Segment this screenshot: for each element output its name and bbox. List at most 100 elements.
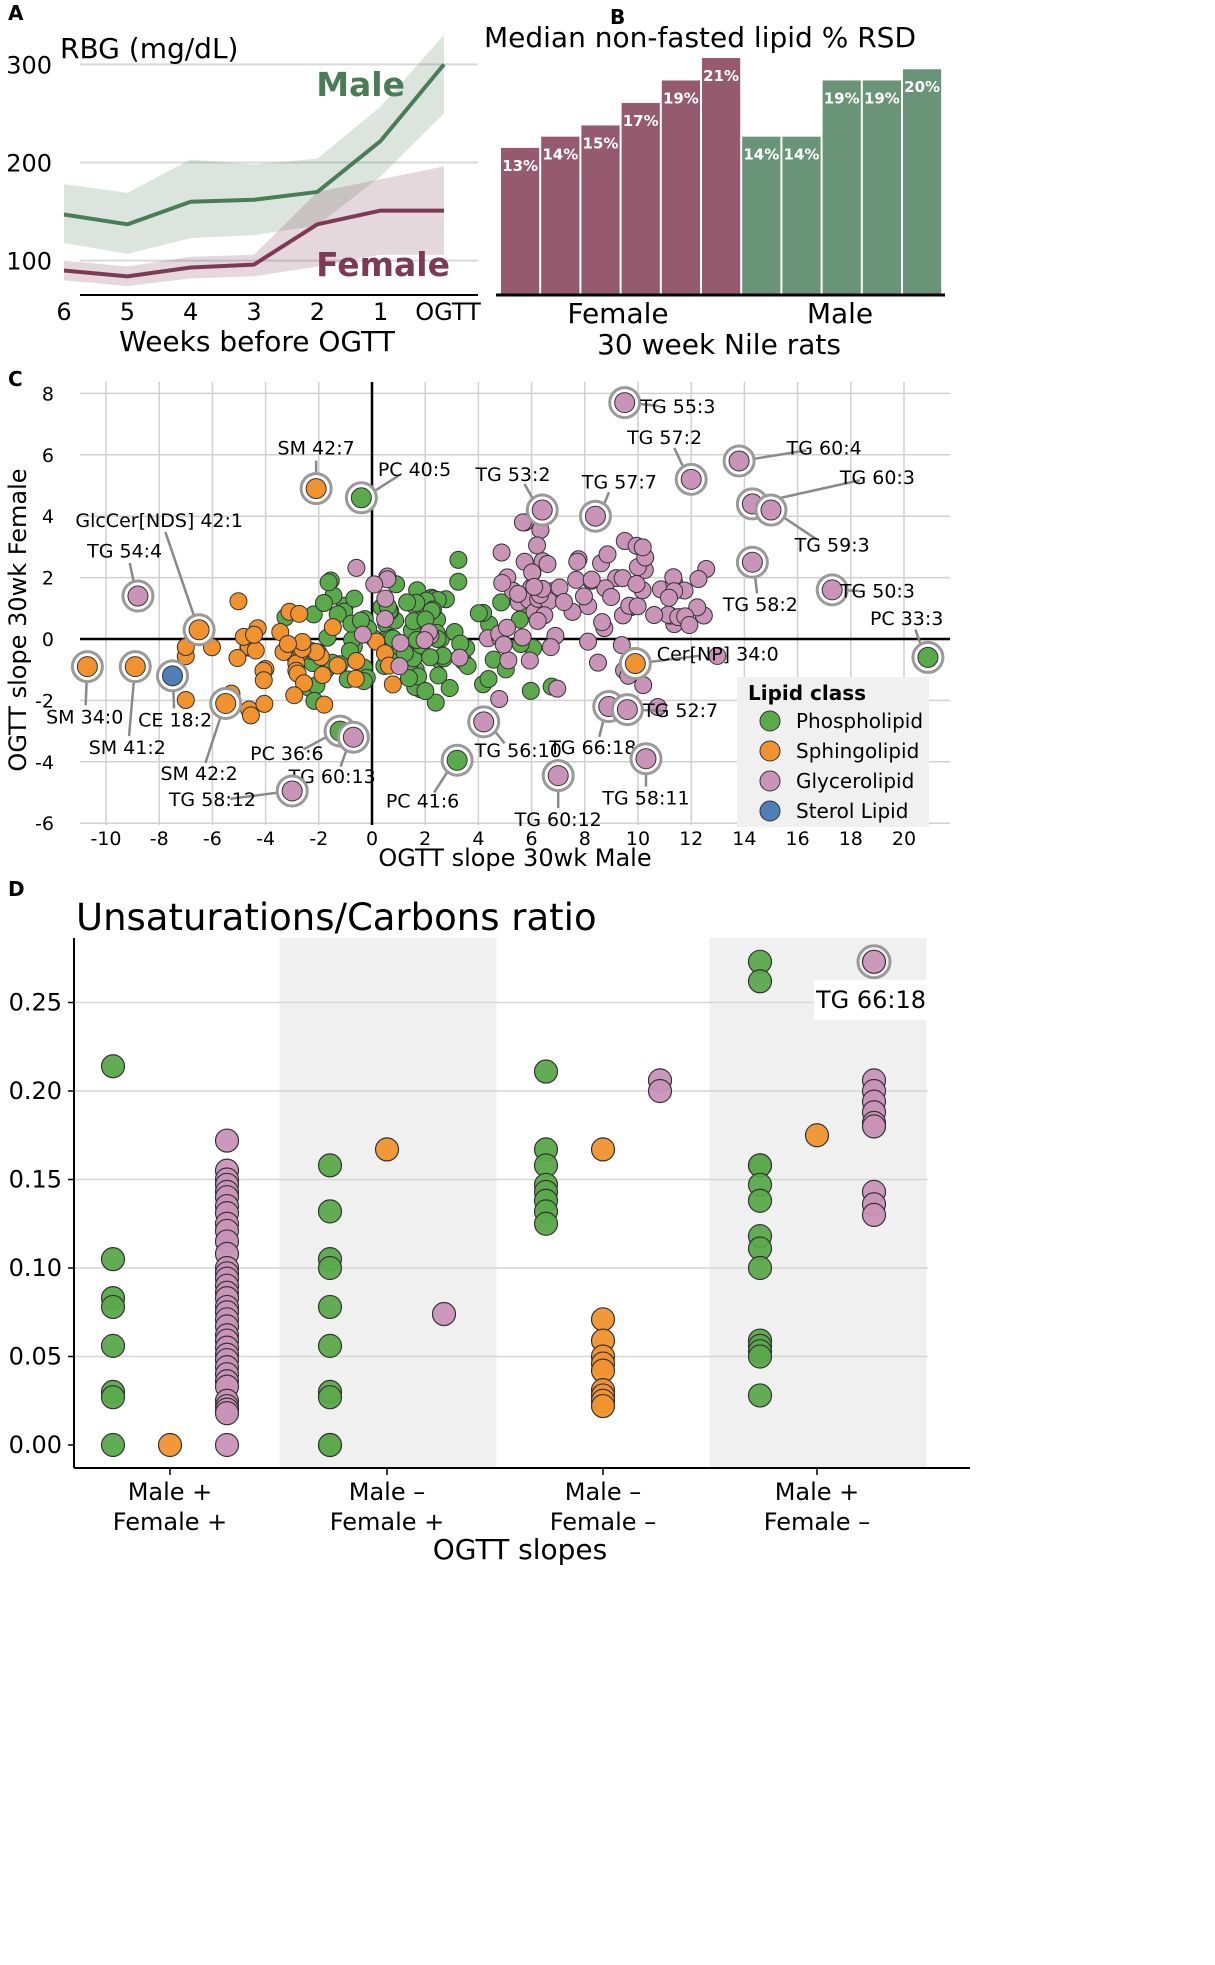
panel-c-x-tick--8: -8	[150, 828, 169, 850]
panel-c-point-label-7: PC 33:3	[870, 608, 943, 630]
panel-d-point-phospholipid-g2-0	[533, 1059, 559, 1084]
panel-c-point-label-9: TG 57:7	[581, 471, 657, 493]
panel-d-y-tick-1: 0.05	[9, 1343, 62, 1371]
panel-d-point-sphingolipid-g0-0	[157, 1432, 183, 1458]
panel-a-y-tick-100: 100	[6, 248, 52, 276]
panel-c-point-phospholipid	[399, 669, 418, 688]
panel-c-point-glycerolipid	[554, 593, 573, 612]
panel-c-point-glycerolipid	[568, 552, 587, 571]
panel-label-c: C	[8, 367, 23, 391]
panel-c-point-glycerolipid	[415, 631, 434, 650]
panel-c-point-label-20: TG 58:12	[168, 789, 256, 811]
panel-c-point-sphingolipid	[285, 686, 304, 705]
panel-c-labeled-point-4	[760, 499, 782, 521]
panel-c-point-glycerolipid	[598, 545, 617, 564]
panel-c-point-sphingolipid	[246, 641, 265, 660]
panel-label-a: A	[8, 1, 24, 25]
panel-c-point-glycerolipid	[528, 611, 547, 630]
panel-c-leader-line-18	[302, 735, 327, 751]
panel-c-point-phospholipid	[492, 593, 511, 612]
panel-d-point-phospholipid-g1-9	[317, 1432, 343, 1458]
panel-c-point-glycerolipid	[509, 584, 528, 603]
panel-c-point-phospholipid	[469, 604, 488, 623]
panel-c-point-sphingolipid	[347, 651, 366, 670]
panel-c-point-label-8: TG 53:2	[474, 464, 550, 486]
panel-d-point-sphingolipid-g2-1	[590, 1307, 616, 1332]
panel-c-point-sphingolipid	[328, 656, 347, 675]
panel-a-x-tick-6: 6	[56, 298, 71, 326]
panel-c-point-phospholipid	[479, 669, 498, 688]
panel-c-legend-title: Lipid class	[748, 681, 866, 705]
panel-c-point-glycerolipid	[520, 651, 539, 670]
panel-d-point-sphingolipid-g1-0	[374, 1137, 400, 1162]
panel-d-point-phospholipid-g2-7	[533, 1211, 559, 1236]
panel-d-point-phospholipid-g3-8	[747, 1255, 773, 1281]
panel-c-y-axis-label: OGTT slope 30wk Female	[4, 468, 32, 771]
panel-c-y-tick-0: 0	[42, 629, 54, 651]
panel-d-x-tick-1-line-0: Male –	[349, 1478, 425, 1506]
panel-c-y-tick-8: 8	[42, 383, 54, 405]
panel-b-bar-male-10	[903, 69, 942, 294]
panel-c-point-glycerolipid	[493, 573, 512, 592]
panel-a-line-female	[63, 208, 444, 279]
panel-c-point-phospholipid	[429, 666, 448, 685]
panel-d-shaded-band-3	[709, 938, 927, 1468]
panel-c-labeled-point-15	[124, 656, 146, 678]
panel-c-leader-line-12	[164, 531, 196, 617]
panel-c-point-sphingolipid	[254, 671, 273, 690]
panel-c-point-label-1: TG 57:2	[626, 427, 702, 449]
panel-d-point-phospholipid-g0-0	[100, 1054, 126, 1079]
panel-c-point-glycerolipid	[680, 616, 699, 635]
panel-c-labeled-point-8	[531, 499, 553, 521]
panel-c-point-sphingolipid	[315, 695, 334, 714]
panel-b-bar-male-9	[862, 80, 901, 294]
panel-c-point-label-24: TG 66:18	[548, 737, 636, 759]
panel-c-point-sphingolipid	[176, 691, 195, 710]
panel-c-scatter-chart: TG 55:3 TG 57:2 TG 60:4 TG 60:3 TG 59:3 TG 58…	[4, 382, 950, 872]
panel-d-point-phospholipid-g3-5	[747, 1188, 773, 1213]
panel-c-point-glycerolipid	[688, 598, 707, 617]
panel-c-point-sphingolipid	[383, 675, 402, 694]
panel-c-point-glycerolipid	[593, 613, 612, 632]
panel-d-point-glycerolipid-g2-1	[647, 1078, 673, 1104]
panel-d-point-glycerolipid-g0-34	[214, 1401, 240, 1426]
panel-c-labeled-point-12	[188, 619, 210, 641]
panel-c-labeled-point-2	[728, 450, 750, 472]
panel-d-point-phospholipid-g1-3	[317, 1255, 343, 1281]
panel-c-point-label-22: TG 56:10	[474, 740, 562, 762]
panel-c-point-glycerolipid	[490, 690, 509, 709]
panel-c-point-sphingolipid	[346, 669, 365, 688]
panel-d-title: Unsaturations/Carbons ratio	[76, 896, 597, 939]
panel-c-labeled-point-27	[624, 653, 646, 675]
panel-d-point-sphingolipid-g2-0	[590, 1137, 616, 1162]
panel-c-point-sphingolipid	[313, 666, 332, 685]
panel-c-point-phospholipid	[449, 572, 468, 591]
panel-d-strip-chart: Unsaturations/Carbons ratio 0.00 0.05 0.10…	[9, 896, 970, 1566]
panel-c-point-sphingolipid	[245, 625, 264, 644]
panel-a-x-tick-2: 2	[310, 298, 325, 326]
panel-b-bar-male-6	[742, 136, 781, 294]
panel-c-point-phospholipid	[345, 589, 364, 608]
panel-c-point-label-15: SM 41:2	[89, 737, 166, 759]
panel-b-bar-label-7: 14%	[784, 146, 820, 164]
panel-c-point-phospholipid	[319, 573, 338, 592]
panel-b-title: Median non-fasted lipid % RSD	[484, 21, 916, 54]
panel-c-point-glycerolipid	[528, 536, 547, 555]
panel-c-leader-line-0	[639, 402, 661, 408]
panel-c-point-sphingolipid	[241, 706, 260, 725]
panel-c-labeled-point-22	[473, 711, 495, 733]
panel-d-y-tick-4: 0.20	[9, 1077, 62, 1105]
panel-label-d: D	[8, 877, 25, 901]
panel-c-leader-line-7	[914, 629, 922, 645]
panel-c-y-tick-6: 6	[42, 445, 54, 467]
panel-c-labeled-point-7	[917, 646, 939, 668]
panel-a-y-tick-200: 200	[6, 150, 52, 178]
panel-c-point-sphingolipid	[290, 604, 309, 623]
panel-a-line-male	[63, 63, 446, 227]
panel-d-x-tick-3-line-1: Female –	[764, 1508, 870, 1536]
panel-c-point-phospholipid	[449, 550, 468, 569]
panel-c-point-sphingolipid	[255, 694, 274, 713]
panel-c-point-label-10: SM 42:7	[278, 438, 355, 460]
panel-b-bar-female-5	[702, 58, 741, 294]
